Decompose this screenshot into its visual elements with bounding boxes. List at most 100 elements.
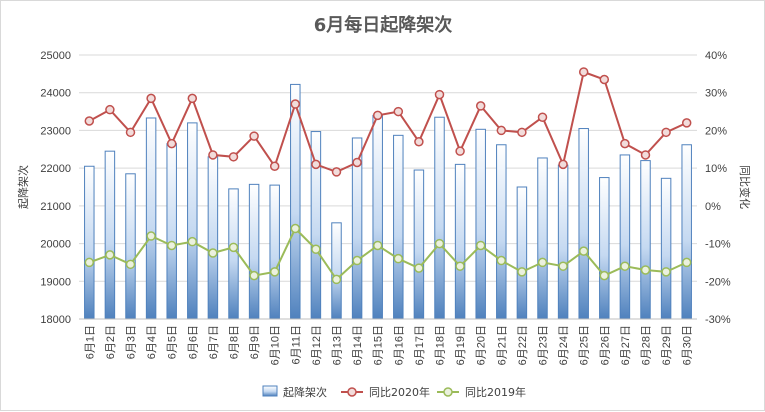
x-tick-label: 6月27日 bbox=[620, 325, 632, 365]
series-1-point bbox=[372, 240, 383, 251]
series-1-point bbox=[269, 267, 280, 277]
bar bbox=[475, 128, 486, 320]
bar bbox=[537, 157, 548, 320]
y-left-tick-label: 22000 bbox=[40, 163, 71, 175]
bar bbox=[434, 116, 445, 320]
bar bbox=[187, 122, 198, 320]
legend-marker-1 bbox=[443, 387, 453, 397]
x-tick-label: 6月19日 bbox=[455, 325, 467, 365]
y-right-tick-label: 40% bbox=[705, 50, 727, 62]
bar bbox=[413, 169, 425, 320]
series-0-point bbox=[208, 150, 218, 160]
bar bbox=[496, 144, 507, 320]
series-0-point bbox=[125, 127, 136, 138]
bar bbox=[228, 188, 239, 320]
series-0-point bbox=[455, 146, 465, 156]
bar bbox=[84, 165, 95, 320]
bar bbox=[454, 163, 466, 320]
x-tick-label: 6月30日 bbox=[682, 325, 694, 365]
series-1-point bbox=[661, 267, 671, 277]
series-0-point bbox=[640, 150, 651, 160]
series-0-point bbox=[372, 110, 383, 121]
bar bbox=[516, 186, 528, 320]
y-axis-left-title: 起降架次 bbox=[16, 165, 30, 209]
y-left-tick-label: 19000 bbox=[40, 276, 71, 288]
bar bbox=[125, 173, 136, 320]
series-1-point bbox=[620, 261, 630, 271]
series-0-point bbox=[537, 112, 548, 122]
series-1-point bbox=[187, 236, 198, 247]
series-1-point bbox=[455, 261, 465, 271]
series-1-point bbox=[228, 242, 239, 253]
bar bbox=[248, 183, 260, 320]
bar bbox=[640, 160, 651, 320]
x-tick-label: 6月26日 bbox=[599, 325, 611, 365]
series-1-point bbox=[249, 270, 259, 281]
y-axis-right-title: 同比变化 bbox=[738, 165, 752, 209]
series-1-point bbox=[640, 265, 651, 275]
x-tick-label: 6月23日 bbox=[538, 325, 550, 365]
x-tick-label: 6月18日 bbox=[435, 325, 447, 365]
series-0-point bbox=[414, 136, 424, 147]
series-0-point bbox=[187, 93, 198, 104]
x-tick-label: 6月9日 bbox=[249, 325, 261, 359]
x-tick-label: 6月1日 bbox=[84, 325, 96, 359]
series-0-point bbox=[290, 99, 301, 109]
x-tick-label: 6月7日 bbox=[208, 325, 220, 359]
x-tick-label: 6月5日 bbox=[167, 325, 179, 359]
x-tick-label: 6月29日 bbox=[661, 325, 673, 365]
series-0-point bbox=[146, 93, 156, 104]
y-right-tick-label: 30% bbox=[705, 88, 727, 100]
series-0-point bbox=[517, 127, 527, 138]
series-1-point bbox=[208, 248, 218, 258]
x-tick-label: 6月10日 bbox=[270, 325, 282, 365]
series-1-point bbox=[125, 259, 136, 270]
bar bbox=[578, 128, 589, 320]
series-0-point bbox=[475, 101, 486, 111]
bar bbox=[104, 150, 116, 320]
bar bbox=[393, 134, 404, 320]
legend-label-bar: 起降架次 bbox=[283, 385, 327, 399]
x-tick-label: 6月22日 bbox=[517, 325, 529, 365]
series-1-point bbox=[496, 255, 507, 266]
series-0-point bbox=[84, 116, 95, 126]
series-1-point bbox=[558, 261, 568, 271]
series-0-point bbox=[578, 67, 589, 77]
series-0-point bbox=[352, 157, 362, 168]
series-0-point bbox=[311, 159, 321, 170]
series-1-point bbox=[290, 223, 301, 234]
bar bbox=[619, 154, 631, 320]
y-right-tick-label: -30% bbox=[705, 314, 731, 326]
bar bbox=[269, 184, 280, 320]
series-line-0 bbox=[88, 70, 688, 173]
series-1-point bbox=[331, 274, 342, 285]
y-left-tick-label: 24000 bbox=[40, 88, 71, 100]
y-left-tick-label: 25000 bbox=[40, 50, 71, 62]
x-tick-label: 6月14日 bbox=[352, 325, 364, 365]
x-tick-label: 6月21日 bbox=[496, 325, 508, 365]
series-1-point bbox=[84, 257, 95, 268]
legend-marker-0 bbox=[347, 387, 357, 397]
x-tick-label: 6月25日 bbox=[579, 325, 591, 365]
series-1-point bbox=[599, 270, 610, 281]
y-right-tick-label: 20% bbox=[705, 125, 727, 137]
x-tick-label: 6月11日 bbox=[290, 325, 302, 365]
bar bbox=[145, 117, 157, 320]
series-0-point bbox=[599, 74, 610, 85]
series-0-point bbox=[620, 138, 630, 149]
series-1-point bbox=[311, 244, 321, 254]
series-0-point bbox=[269, 161, 280, 172]
series-1-point bbox=[537, 257, 548, 268]
x-tick-label: 6月15日 bbox=[373, 325, 385, 365]
bar bbox=[557, 164, 569, 320]
series-0-point bbox=[434, 89, 445, 100]
axes: 18000 19000 20000 21000 22000 23000 24000 25000… bbox=[40, 50, 730, 365]
series-0-point bbox=[166, 138, 177, 149]
y-right-tick-label: -20% bbox=[705, 276, 731, 288]
x-tick-label: 6月13日 bbox=[332, 325, 344, 365]
legend-swatch-bar bbox=[262, 385, 278, 397]
x-tick-label: 6月2日 bbox=[105, 325, 117, 359]
series-1-point bbox=[414, 263, 424, 273]
series-1-point bbox=[352, 255, 362, 266]
